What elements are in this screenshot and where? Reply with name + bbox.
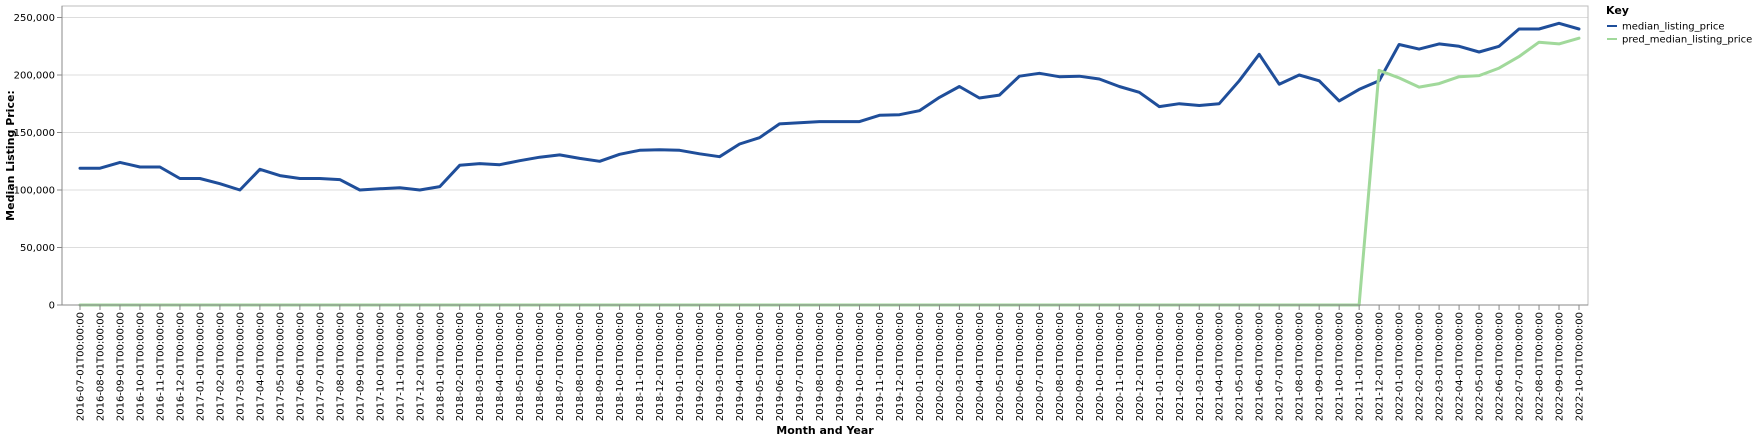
x-tick-label: 2019-02-01T00:00:00 bbox=[695, 312, 706, 421]
x-tick-label: 2022-01-01T00:00:00 bbox=[1395, 312, 1406, 421]
x-tick-label: 2021-11-01T00:00:00 bbox=[1355, 312, 1366, 421]
x-tick-label: 2022-06-01T00:00:00 bbox=[1495, 312, 1506, 421]
x-tick-label: 2020-10-01T00:00:00 bbox=[1095, 312, 1106, 421]
x-tick-label: 2020-08-01T00:00:00 bbox=[1055, 312, 1066, 421]
x-tick-label: 2018-05-01T00:00:00 bbox=[515, 312, 526, 421]
x-tick-label: 2021-10-01T00:00:00 bbox=[1335, 312, 1346, 421]
x-tick-label: 2017-12-01T00:00:00 bbox=[415, 312, 426, 421]
y-tick-label: 0 bbox=[49, 301, 55, 312]
x-tick-label: 2016-09-01T00:00:00 bbox=[115, 312, 126, 421]
x-tick-label: 2018-01-01T00:00:00 bbox=[435, 312, 446, 421]
x-tick-label: 2017-01-01T00:00:00 bbox=[195, 312, 206, 421]
x-tick-label: 2019-03-01T00:00:00 bbox=[715, 312, 726, 421]
x-tick-label: 2018-11-01T00:00:00 bbox=[635, 312, 646, 421]
x-tick-label: 2018-08-01T00:00:00 bbox=[575, 312, 586, 421]
x-tick-label: 2017-07-01T00:00:00 bbox=[315, 312, 326, 421]
legend: Key median_listing_price pred_median_list… bbox=[1606, 4, 1752, 46]
legend-label: median_listing_price bbox=[1622, 22, 1725, 33]
x-tick-label: 2016-07-01T00:00:00 bbox=[76, 312, 87, 421]
y-tick-label: 100,000 bbox=[14, 186, 55, 197]
x-tick-label: 2019-05-01T00:00:00 bbox=[755, 312, 766, 421]
x-tick-label: 2019-11-01T00:00:00 bbox=[875, 312, 886, 421]
x-tick-label: 2022-05-01T00:00:00 bbox=[1475, 312, 1486, 421]
x-tick-label: 2019-06-01T00:00:00 bbox=[775, 312, 786, 421]
x-tick-label: 2020-12-01T00:00:00 bbox=[1135, 312, 1146, 421]
y-tick-label: 250,000 bbox=[14, 13, 55, 24]
x-tick-label: 2020-05-01T00:00:00 bbox=[995, 312, 1006, 421]
y-axis-title: Median Listing Price: bbox=[4, 90, 17, 221]
x-tick-label: 2019-07-01T00:00:00 bbox=[795, 312, 806, 421]
x-tick-label: 2020-06-01T00:00:00 bbox=[1015, 312, 1026, 421]
x-tick-label: 2019-09-01T00:00:00 bbox=[835, 312, 846, 421]
x-tick-label: 2020-04-01T00:00:00 bbox=[975, 312, 986, 421]
x-tick-label: 2022-03-01T00:00:00 bbox=[1435, 312, 1446, 421]
series-line-pred-median-listing-price bbox=[78, 36, 1581, 307]
x-tick-label: 2020-07-01T00:00:00 bbox=[1035, 312, 1046, 421]
y-tick-label: 150,000 bbox=[14, 128, 55, 139]
x-tick-label: 2017-06-01T00:00:00 bbox=[295, 312, 306, 421]
x-tick-label: 2016-08-01T00:00:00 bbox=[95, 312, 106, 421]
axes: 0 50,000 100,000 150,000 200,000 250,000 2016-… bbox=[14, 6, 1588, 421]
x-tick-label: 2017-03-01T00:00:00 bbox=[235, 312, 246, 421]
x-tick-label: 2016-11-01T00:00:00 bbox=[155, 312, 166, 421]
x-tick-label: 2022-08-01T00:00:00 bbox=[1535, 312, 1546, 421]
x-tick-label: 2020-02-01T00:00:00 bbox=[935, 312, 946, 421]
x-tick-label: 2021-09-01T00:00:00 bbox=[1315, 312, 1326, 421]
x-tick-label: 2018-04-01T00:00:00 bbox=[495, 312, 506, 421]
plot-area bbox=[61, 5, 1589, 306]
x-tick-label: 2018-07-01T00:00:00 bbox=[555, 312, 566, 421]
x-tick-label: 2018-12-01T00:00:00 bbox=[655, 312, 666, 421]
series-line-median-listing-price bbox=[78, 21, 1581, 192]
x-tick-label: 2021-07-01T00:00:00 bbox=[1275, 312, 1286, 421]
x-tick-label: 2018-02-01T00:00:00 bbox=[455, 312, 466, 421]
x-tick-label: 2016-12-01T00:00:00 bbox=[175, 312, 186, 421]
series-layer bbox=[78, 21, 1581, 307]
x-tick-label: 2019-10-01T00:00:00 bbox=[855, 312, 866, 421]
x-tick-label: 2017-08-01T00:00:00 bbox=[335, 312, 346, 421]
x-tick-label: 2020-03-01T00:00:00 bbox=[955, 312, 966, 421]
x-tick-label: 2021-08-01T00:00:00 bbox=[1295, 312, 1306, 421]
x-tick-label: 2017-09-01T00:00:00 bbox=[355, 312, 366, 421]
y-tick-label: 50,000 bbox=[20, 243, 55, 254]
gridlines bbox=[62, 17, 1588, 306]
x-tick-label: 2017-10-01T00:00:00 bbox=[375, 312, 386, 421]
x-tick-label: 2017-04-01T00:00:00 bbox=[255, 312, 266, 421]
x-tick-label: 2017-02-01T00:00:00 bbox=[215, 312, 226, 421]
x-tick-label: 2022-07-01T00:00:00 bbox=[1515, 312, 1526, 421]
x-tick-label: 2019-12-01T00:00:00 bbox=[895, 312, 906, 421]
x-tick-label: 2021-05-01T00:00:00 bbox=[1235, 312, 1246, 421]
x-tick-label: 2022-10-01T00:00:00 bbox=[1575, 312, 1586, 421]
x-tick-label: 2021-03-01T00:00:00 bbox=[1195, 312, 1206, 421]
x-tick-label: 2019-01-01T00:00:00 bbox=[675, 312, 686, 421]
legend-title: Key bbox=[1606, 4, 1629, 17]
y-tick-label: 200,000 bbox=[14, 71, 55, 82]
x-tick-label: 2022-09-01T00:00:00 bbox=[1555, 312, 1566, 421]
x-tick-label: 2019-04-01T00:00:00 bbox=[735, 312, 746, 421]
x-tick-label: 2018-10-01T00:00:00 bbox=[615, 312, 626, 421]
x-tick-label: 2021-04-01T00:00:00 bbox=[1215, 312, 1226, 421]
x-tick-label: 2021-01-01T00:00:00 bbox=[1155, 312, 1166, 421]
x-tick-label: 2019-08-01T00:00:00 bbox=[815, 312, 826, 421]
x-tick-label: 2017-11-01T00:00:00 bbox=[395, 312, 406, 421]
x-tick-label: 2020-01-01T00:00:00 bbox=[915, 312, 926, 421]
x-tick-label: 2020-11-01T00:00:00 bbox=[1115, 312, 1126, 421]
x-tick-label: 2020-09-01T00:00:00 bbox=[1075, 312, 1086, 421]
x-tick-label: 2016-10-01T00:00:00 bbox=[135, 312, 146, 421]
x-tick-label: 2018-06-01T00:00:00 bbox=[535, 312, 546, 421]
x-axis-title: Month and Year bbox=[776, 424, 874, 437]
legend-label: pred_median_listing_price bbox=[1622, 35, 1752, 46]
x-tick-label: 2021-06-01T00:00:00 bbox=[1255, 312, 1266, 421]
x-tick-label: 2022-04-01T00:00:00 bbox=[1455, 312, 1466, 421]
x-tick-label: 2022-02-01T00:00:00 bbox=[1415, 312, 1426, 421]
x-tick-label: 2018-09-01T00:00:00 bbox=[595, 312, 606, 421]
x-tick-label: 2021-02-01T00:00:00 bbox=[1175, 312, 1186, 421]
x-tick-label: 2017-05-01T00:00:00 bbox=[275, 312, 286, 421]
x-tick-label: 2018-03-01T00:00:00 bbox=[475, 312, 486, 421]
x-tick-label: 2021-12-01T00:00:00 bbox=[1375, 312, 1386, 421]
